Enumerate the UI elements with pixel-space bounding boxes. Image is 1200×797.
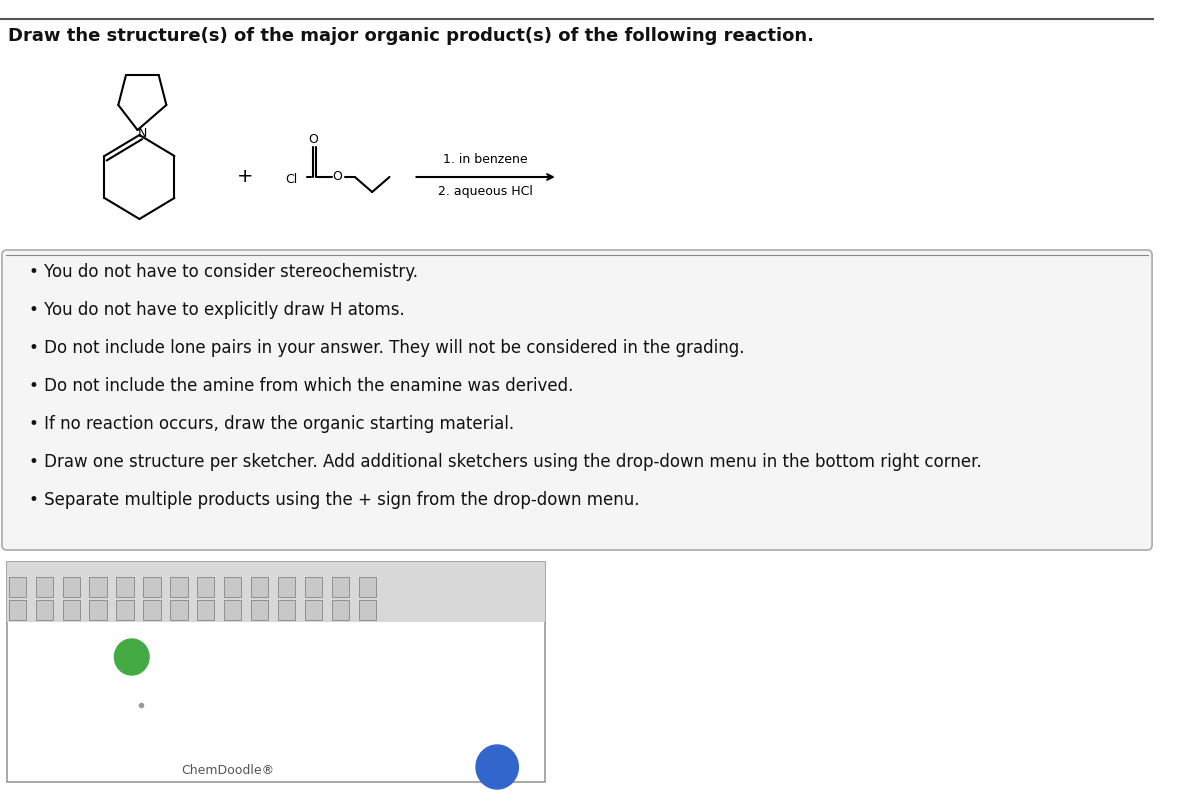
FancyBboxPatch shape — [2, 250, 1152, 550]
Text: 1. in benzene: 1. in benzene — [443, 154, 528, 167]
Text: Draw the structure(s) of the major organic product(s) of the following reaction.: Draw the structure(s) of the major organ… — [7, 27, 814, 45]
Bar — [116, 577, 133, 597]
Bar — [251, 600, 269, 620]
Bar — [90, 600, 107, 620]
Bar — [359, 600, 376, 620]
Bar — [143, 577, 161, 597]
Bar — [8, 577, 26, 597]
Bar — [224, 577, 241, 597]
Bar — [197, 577, 215, 597]
Text: • You do not have to consider stereochemistry.: • You do not have to consider stereochem… — [29, 263, 418, 281]
Text: N: N — [138, 128, 148, 140]
Bar — [359, 577, 376, 597]
Bar — [143, 600, 161, 620]
Bar — [197, 600, 215, 620]
Text: • You do not have to explicitly draw H atoms.: • You do not have to explicitly draw H a… — [29, 301, 404, 319]
Bar — [170, 577, 187, 597]
Bar — [116, 600, 133, 620]
Text: 2. aqueous HCl: 2. aqueous HCl — [438, 186, 533, 198]
Text: O: O — [332, 171, 342, 183]
Bar — [7, 562, 545, 622]
Bar — [331, 577, 349, 597]
Bar — [8, 600, 26, 620]
Bar — [90, 577, 107, 597]
Text: O: O — [308, 134, 318, 147]
Text: • Draw one structure per sketcher. Add additional sketchers using the drop-down : • Draw one structure per sketcher. Add a… — [29, 453, 982, 471]
Bar — [278, 577, 295, 597]
Text: • Do not include the amine from which the enamine was derived.: • Do not include the amine from which th… — [29, 377, 574, 395]
Text: 0: 0 — [14, 605, 20, 615]
Text: ?: ? — [127, 650, 136, 665]
Bar — [36, 600, 53, 620]
Bar — [62, 577, 80, 597]
Text: • Separate multiple products using the + sign from the drop-down menu.: • Separate multiple products using the +… — [29, 491, 640, 509]
Circle shape — [476, 745, 518, 789]
Text: • If no reaction occurs, draw the organic starting material.: • If no reaction occurs, draw the organi… — [29, 415, 514, 433]
Bar — [331, 600, 349, 620]
Circle shape — [114, 639, 149, 675]
Bar — [170, 600, 187, 620]
Bar — [305, 600, 322, 620]
Text: ChemDoodle®: ChemDoodle® — [181, 764, 275, 776]
Bar — [224, 600, 241, 620]
Bar — [251, 577, 269, 597]
Bar — [7, 562, 545, 782]
Bar — [62, 600, 80, 620]
Bar — [36, 577, 53, 597]
Bar — [278, 600, 295, 620]
Text: Cl: Cl — [286, 174, 298, 186]
Text: +: + — [236, 167, 253, 186]
Text: ◄►: ◄► — [490, 762, 505, 772]
Text: • Do not include lone pairs in your answer. They will not be considered in the g: • Do not include lone pairs in your answ… — [29, 339, 744, 357]
Bar — [305, 577, 322, 597]
